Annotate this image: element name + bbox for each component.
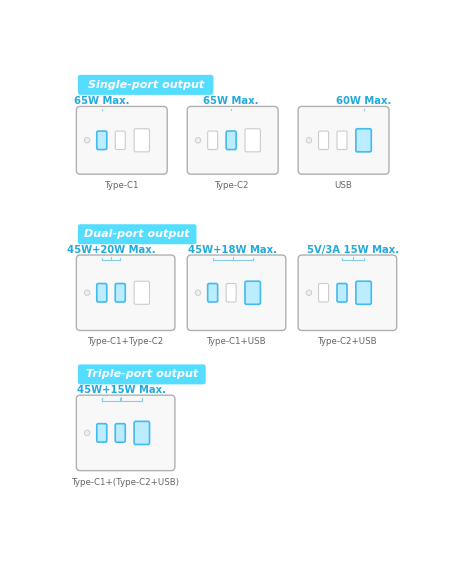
FancyBboxPatch shape: [96, 131, 106, 149]
FancyBboxPatch shape: [297, 255, 396, 331]
FancyBboxPatch shape: [134, 281, 149, 305]
FancyBboxPatch shape: [76, 395, 174, 471]
Text: Type-C1+Type-C2: Type-C1+Type-C2: [87, 337, 163, 346]
Circle shape: [195, 138, 200, 143]
Circle shape: [84, 430, 90, 436]
Text: 60W Max.: 60W Max.: [335, 96, 391, 106]
FancyBboxPatch shape: [318, 284, 328, 302]
Text: Type-C1+(Type-C2+USB): Type-C1+(Type-C2+USB): [72, 478, 179, 487]
Text: Type-C2+USB: Type-C2+USB: [317, 337, 376, 346]
Text: Single-port output: Single-port output: [87, 80, 203, 90]
Circle shape: [84, 290, 90, 295]
FancyBboxPatch shape: [207, 131, 217, 149]
FancyBboxPatch shape: [78, 224, 196, 245]
Text: Triple-port output: Triple-port output: [85, 370, 197, 379]
Circle shape: [195, 290, 200, 295]
Text: 45W+20W Max.: 45W+20W Max.: [67, 245, 155, 255]
FancyBboxPatch shape: [96, 424, 106, 442]
FancyBboxPatch shape: [187, 255, 285, 331]
FancyBboxPatch shape: [297, 106, 388, 174]
FancyBboxPatch shape: [318, 131, 328, 149]
Circle shape: [306, 138, 311, 143]
FancyBboxPatch shape: [115, 424, 125, 442]
FancyBboxPatch shape: [245, 281, 260, 305]
FancyBboxPatch shape: [134, 128, 149, 152]
FancyBboxPatch shape: [245, 128, 260, 152]
Text: 5V/3A 15W Max.: 5V/3A 15W Max.: [306, 245, 398, 255]
FancyBboxPatch shape: [115, 284, 125, 302]
FancyBboxPatch shape: [226, 284, 235, 302]
FancyBboxPatch shape: [134, 421, 149, 444]
FancyBboxPatch shape: [336, 131, 346, 149]
FancyBboxPatch shape: [336, 284, 346, 302]
Text: Type-C1+USB: Type-C1+USB: [206, 337, 266, 346]
Text: USB: USB: [334, 181, 352, 190]
Text: 45W+15W Max.: 45W+15W Max.: [77, 385, 165, 395]
Text: 65W Max.: 65W Max.: [74, 96, 129, 106]
FancyBboxPatch shape: [187, 106, 278, 174]
FancyBboxPatch shape: [207, 284, 217, 302]
FancyBboxPatch shape: [78, 75, 213, 95]
FancyBboxPatch shape: [96, 284, 106, 302]
FancyBboxPatch shape: [76, 106, 167, 174]
Text: 45W+18W Max.: 45W+18W Max.: [188, 245, 277, 255]
Text: Type-C1: Type-C1: [104, 181, 139, 190]
FancyBboxPatch shape: [115, 131, 125, 149]
FancyBboxPatch shape: [78, 365, 205, 384]
FancyBboxPatch shape: [355, 128, 370, 152]
FancyBboxPatch shape: [226, 131, 235, 149]
Text: Type-C2: Type-C2: [215, 181, 249, 190]
Circle shape: [306, 290, 311, 295]
FancyBboxPatch shape: [355, 281, 370, 305]
Circle shape: [84, 138, 90, 143]
FancyBboxPatch shape: [76, 255, 174, 331]
Text: 65W Max.: 65W Max.: [203, 96, 258, 106]
Text: Dual-port output: Dual-port output: [84, 229, 190, 239]
